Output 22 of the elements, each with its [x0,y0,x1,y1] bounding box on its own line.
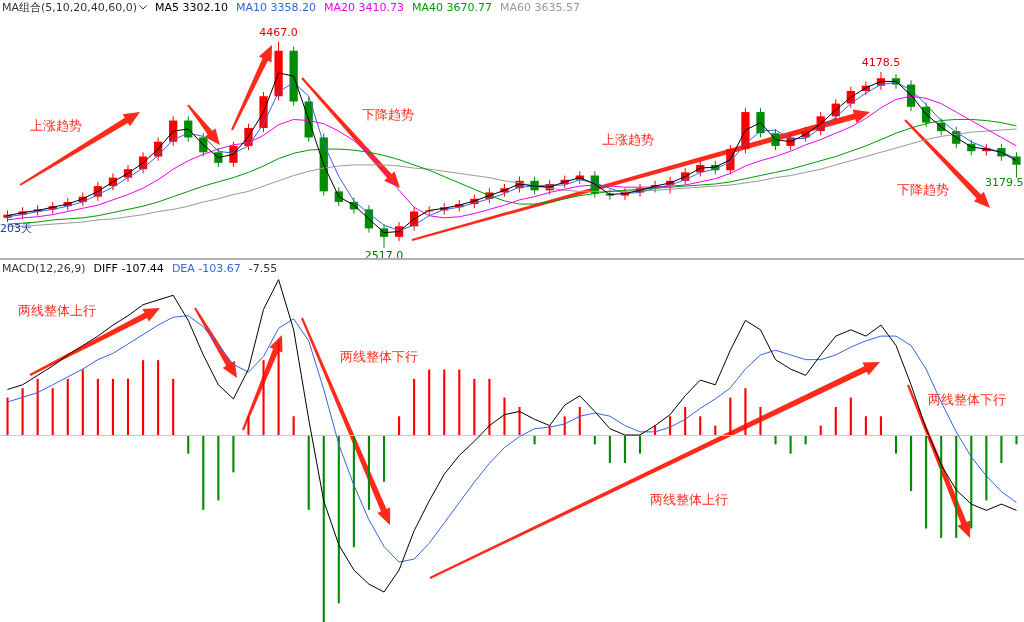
annotation: 两线整体下行 [928,391,1006,409]
text: -7.55 [248,262,278,275]
text: MA5 3302.10 [155,1,229,14]
annotation: 下降趋势 [362,106,414,124]
text: MA20 3410.73 [324,1,405,14]
annotation: 两线整体上行 [18,302,96,320]
text: DEA -103.67 [171,262,241,275]
text: MA40 3670.77 [412,1,493,14]
annotation: 下降趋势 [897,181,949,199]
text: MA60 3635.57 [500,1,581,14]
legend-title: MA组合(5,10,20,40,60,0) [2,0,138,15]
annotation: 4178.5 [861,56,901,70]
annotation: 3179.5 [985,176,1024,189]
legend-title: MACD(12,26,9) [2,262,86,275]
annotation: 两线整体下行 [340,348,418,366]
annotation: 203天 [0,221,32,236]
annotation: 上涨趋势 [30,117,82,135]
annotation: 两线整体上行 [650,491,728,509]
text: DIFF -107.44 [93,262,164,275]
annotation: 上涨趋势 [602,131,654,149]
text: MA10 3358.20 [236,1,317,14]
annotation: 4467.0 [259,25,298,39]
